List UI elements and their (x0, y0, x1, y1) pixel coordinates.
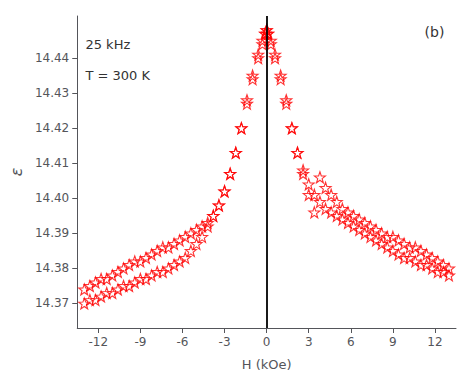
svg-text:-3: -3 (219, 335, 231, 349)
svg-text:14.37: 14.37 (35, 296, 69, 310)
svg-text:12: 12 (427, 335, 442, 349)
svg-text:3: 3 (305, 335, 313, 349)
svg-text:-12: -12 (88, 335, 108, 349)
svg-text:14.39: 14.39 (35, 226, 69, 240)
svg-text:0: 0 (263, 335, 271, 349)
svg-text:14.43: 14.43 (35, 86, 69, 100)
svg-text:6: 6 (347, 335, 355, 349)
svg-text:9: 9 (389, 335, 397, 349)
svg-text:14.38: 14.38 (35, 261, 69, 275)
svg-text:14.42: 14.42 (35, 121, 69, 135)
svg-text:-9: -9 (134, 335, 146, 349)
svg-text:(b): (b) (425, 24, 445, 40)
svg-text:14.41: 14.41 (35, 156, 69, 170)
svg-text:14.40: 14.40 (35, 191, 69, 205)
svg-text:14.44: 14.44 (35, 51, 69, 65)
svg-text:25 kHz: 25 kHz (85, 37, 130, 52)
svg-text:T = 300 K: T = 300 K (84, 68, 150, 83)
svg-text:H (kOe): H (kOe) (242, 357, 292, 372)
svg-text:-6: -6 (176, 335, 188, 349)
svg-text:ε: ε (7, 167, 26, 176)
